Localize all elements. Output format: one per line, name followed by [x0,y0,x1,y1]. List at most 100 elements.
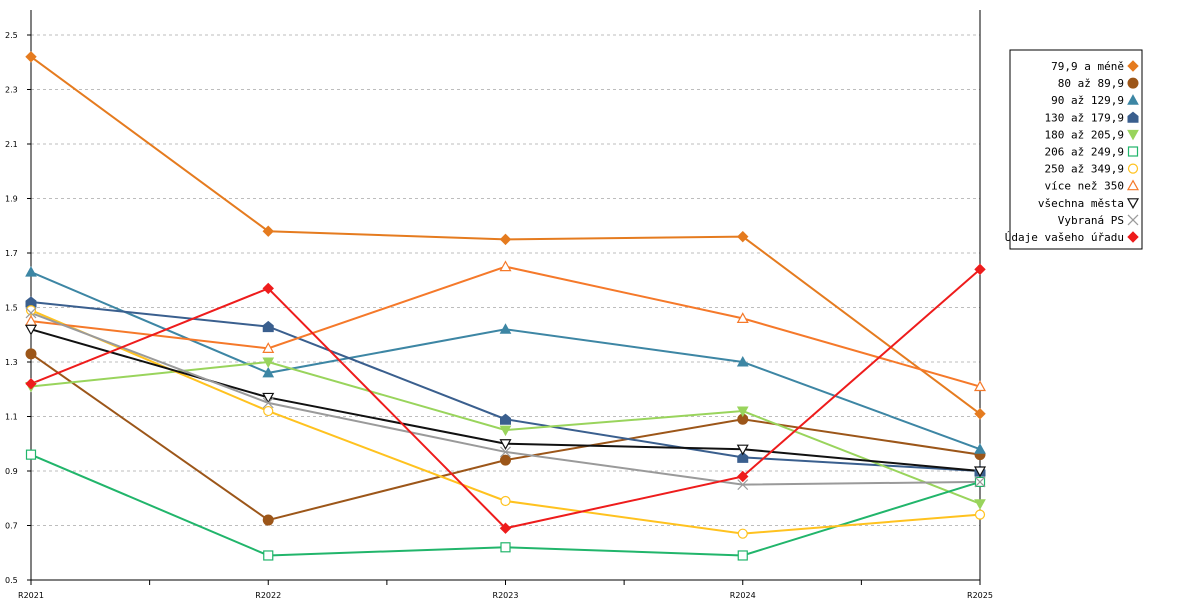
data-point [499,425,512,437]
data-point [262,320,274,333]
data-point-stroke [262,397,274,409]
legend-marker [1126,198,1140,210]
legend-label: 250 až 349,9 [1045,163,1124,176]
data-point [263,550,274,561]
legend-label: 79,9 a méně [1051,60,1124,73]
data-point [25,305,37,316]
y-tick-label: 1.7 [5,249,18,258]
y-tick-label: 1.9 [5,195,18,204]
grid [31,34,980,526]
legend-box [1009,49,1143,250]
data-point [500,495,511,507]
data-point [25,307,37,319]
data-point [736,355,749,367]
legend: 79,9 a méně 80 až 89,9 90 až 129,9 130 až 1… [1005,49,1143,250]
data-point [737,479,749,491]
data-point-stroke [25,307,37,319]
data-point [736,444,749,456]
data-point [24,324,38,336]
data-point [737,550,748,561]
x-tick-label: R2025 [967,591,993,600]
legend-label: všechna města [1038,197,1124,210]
data-point [499,522,512,534]
series-line-2 [30,353,981,522]
y-tick-label: 2.5 [5,31,18,40]
data-point [737,451,749,463]
data-point-stroke [974,476,986,488]
data-point [500,413,511,425]
axes: 0.5 0.7 0.9 1.1 1.3 1.5 1.7 1.9 2.1 2.3 2.5 R2021 R2… [5,10,993,600]
data-point [25,266,37,277]
data-point [25,449,37,460]
data-point [974,509,986,520]
x-tick-label: R2022 [255,591,281,600]
legend-label: 180 až 205,9 [1045,128,1124,141]
data-point [737,230,749,243]
x-tick-label: R2021 [18,591,44,600]
series-markers [24,51,987,561]
data-point [500,446,511,458]
data-point [25,378,37,390]
legend-marker-stroke [1127,214,1139,226]
data-point-stroke [500,446,511,458]
legend-label: 90 až 129,9 [1051,94,1124,107]
legend-label: více než 350 [1045,180,1124,193]
y-tick-label: 2.1 [5,140,18,149]
y-tick-label: 1.3 [5,358,18,367]
y-tick-label: 2.3 [5,86,18,95]
data-point [736,406,749,418]
legend-label: 80 až 89,9 [1058,77,1124,90]
data-point-stroke [737,479,749,491]
legend-marker [1127,231,1139,243]
data-point [263,405,274,417]
data-point [262,366,275,378]
data-point [974,443,986,454]
legend-marker [1127,94,1139,105]
data-point [499,323,512,334]
x-tick-label: R2023 [493,591,519,600]
data-point [974,408,986,420]
x-tick-label: R2024 [730,591,756,600]
data-point [25,348,37,360]
y-tick-label: 1.5 [5,304,18,313]
legend-marker [1127,129,1139,141]
legend-marker [1127,214,1139,226]
y-tick-label: 0.7 [5,522,18,531]
data-point [974,499,986,510]
data-point [262,397,274,409]
data-point [974,476,986,488]
legend-label: Vybraná PS [1058,214,1124,227]
data-point [736,312,749,323]
data-point [499,233,512,246]
legend-marker [1127,146,1139,157]
data-point [262,392,275,404]
legend-marker [1127,60,1139,72]
data-point [973,380,987,392]
y-tick-label: 0.5 [5,576,18,585]
data-point [499,260,512,272]
legend-label: 206 až 249,9 [1045,146,1124,159]
legend-marker [1127,111,1139,123]
data-point [500,454,511,466]
y-tick-label: 1.1 [5,413,18,422]
data-point [262,357,275,369]
series-lines [30,55,981,557]
data-point [262,342,275,353]
legend-label: 130 až 179,9 [1045,111,1124,124]
data-point [262,225,274,237]
data-point [974,263,986,276]
data-point [973,466,987,478]
data-point [500,542,511,553]
legend-marker [1127,77,1139,89]
data-point [737,528,748,539]
data-point [25,51,37,63]
data-point [262,282,274,295]
legend-marker [1126,179,1140,191]
legend-label: Údaje vašeho úřadu [1005,231,1124,244]
legend-marker [1127,163,1139,174]
y-tick-label: 0.9 [5,467,18,476]
data-point [499,439,512,450]
data-point [262,514,274,526]
data-point [737,470,749,483]
